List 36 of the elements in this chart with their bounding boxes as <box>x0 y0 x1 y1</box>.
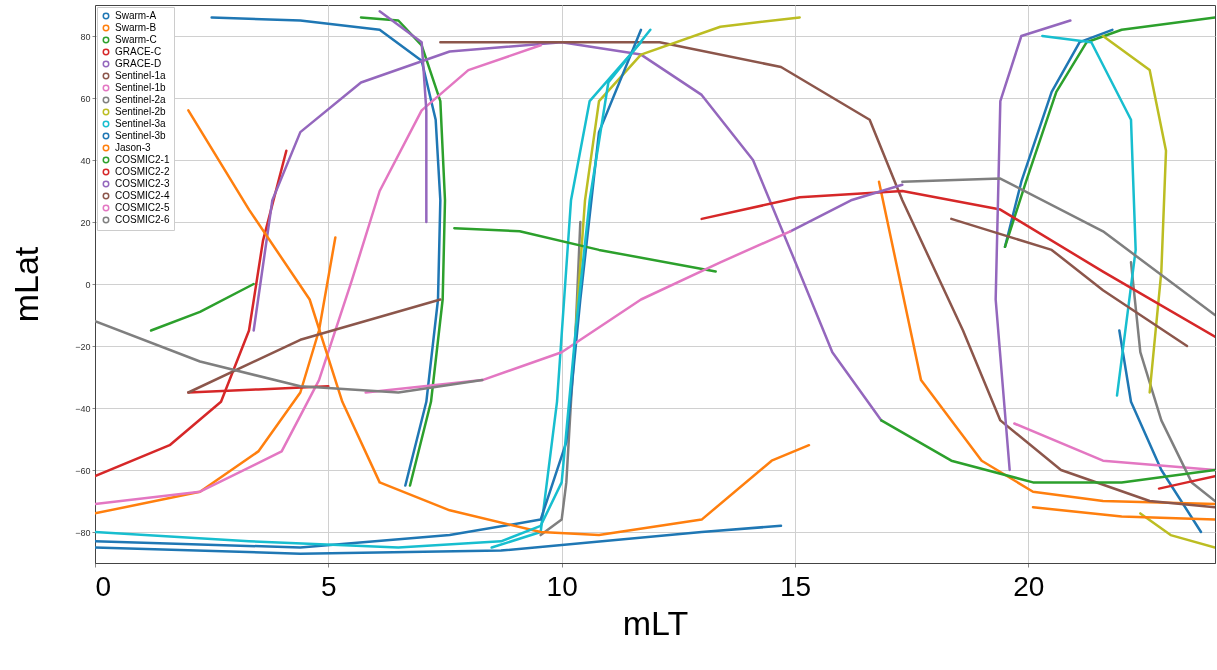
x-tick-label: 15 <box>779 570 812 602</box>
y-tick-label: −60 <box>75 465 91 476</box>
line-series <box>95 524 783 555</box>
legend-label: COSMIC2-6 <box>115 214 170 225</box>
x-axis-title: mLT <box>622 603 689 642</box>
y-tick-label: −20 <box>75 341 91 352</box>
legend-label: GRACE-D <box>115 58 162 69</box>
legend-label: Swarm-A <box>115 10 157 21</box>
legend-label: Sentinel-3b <box>115 130 167 141</box>
x-tick-label: 20 <box>1013 570 1045 602</box>
line-series <box>880 419 1215 484</box>
legend-label: GRACE-C <box>115 46 162 57</box>
legend-label: COSMIC2-4 <box>115 190 170 201</box>
y-tick-label: −80 <box>75 527 91 538</box>
y-tick-label: 40 <box>80 155 91 166</box>
legend-label: COSMIC2-3 <box>115 178 170 189</box>
y-tick-label: 60 <box>80 93 91 104</box>
y-axis-title: mLat <box>7 246 46 323</box>
line-series <box>439 40 1215 509</box>
legend-label: Sentinel-2a <box>115 94 167 105</box>
y-tick-label: 20 <box>80 217 91 228</box>
x-tick-label: 5 <box>321 570 337 602</box>
legend-label: Sentinel-1b <box>115 82 167 93</box>
legend-label: COSMIC2-1 <box>115 154 170 165</box>
x-tick-label: 10 <box>546 570 578 602</box>
legend-label: Jason-3 <box>115 142 152 153</box>
y-tick-label: −40 <box>75 403 91 414</box>
legend-label: Swarm-C <box>115 34 157 45</box>
legend-label: COSMIC2-5 <box>115 202 170 213</box>
legend-label: COSMIC2-2 <box>115 166 170 177</box>
y-tick-label: 0 <box>85 279 91 290</box>
legend-label: Swarm-B <box>115 22 157 33</box>
legend-label: Sentinel-1a <box>115 70 167 81</box>
legend-label: Sentinel-3a <box>115 118 167 129</box>
legend-label: Sentinel-2b <box>115 106 167 117</box>
y-tick-label: 80 <box>80 31 91 42</box>
